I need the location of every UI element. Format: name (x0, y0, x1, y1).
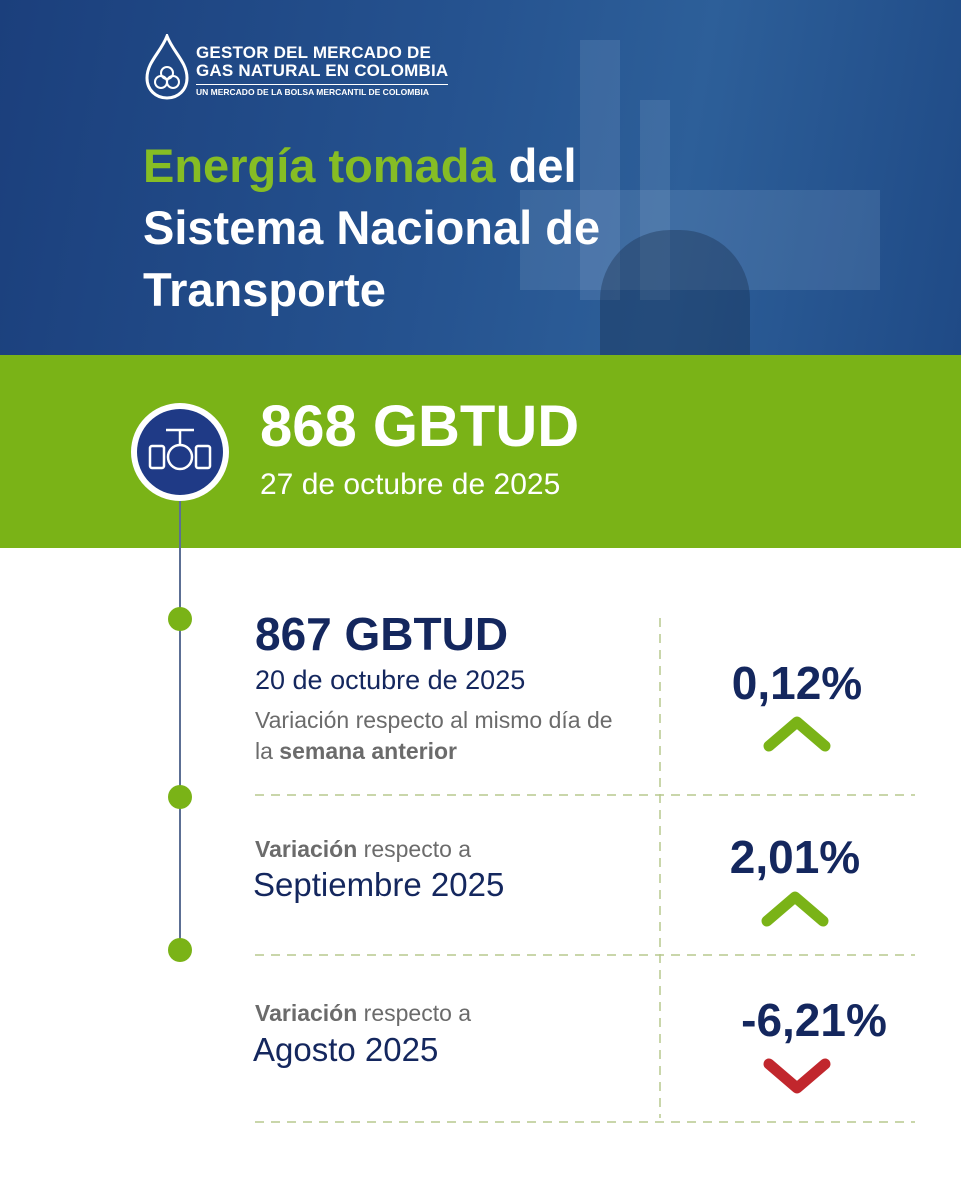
note-text: respecto a (363, 836, 472, 862)
title: Energía tomada del Sistema Nacional de T… (143, 135, 703, 321)
direction-arrow (761, 891, 829, 927)
note-bold: semana anterior (279, 738, 457, 764)
row-note: Variación respecto a (255, 836, 471, 863)
logo-text: GESTOR DEL MERCADO DE GAS NATURAL EN COL… (196, 43, 449, 97)
title-highlight: Energía tomada (143, 139, 496, 192)
logo-line: GAS NATURAL EN COLOMBIA (196, 61, 449, 80)
title-rest: del Sistema Nacional de Transporte (143, 139, 601, 316)
chevron (763, 716, 831, 752)
chevron (763, 1058, 831, 1094)
note-bold: Variación (255, 1000, 358, 1026)
percent: -6,21% (741, 994, 887, 1046)
percent: 0,12% (731, 657, 863, 709)
row-period: Septiembre 2025 (253, 866, 505, 903)
headline-date: 27 de octubre de 2025 (260, 468, 561, 501)
logo-icon (145, 34, 189, 100)
logo-tagline: UN MERCADO DE LA BOLSA MERCANTIL DE COLO… (196, 84, 449, 97)
row-period: Agosto 2025 (253, 1031, 439, 1068)
row-note: Variación respecto a (255, 1000, 471, 1027)
note-bold: Variación (255, 836, 358, 862)
note-text: respecto a (363, 1000, 472, 1026)
row-value: 867 GBTUD (255, 608, 509, 660)
chevron (761, 891, 829, 927)
logo-line: GESTOR DEL MERCADO DE (196, 43, 431, 62)
row-note: Variación respecto al mismo día de la se… (255, 705, 625, 767)
direction-arrow (763, 1058, 831, 1094)
percent: 2,01% (729, 831, 861, 883)
headline-value: 868 GBTUD (260, 394, 580, 459)
direction-arrow (763, 716, 831, 752)
header: GESTOR DEL MERCADO DE GAS NATURAL EN COL… (0, 0, 961, 355)
note-text: Variación respecto al mismo día de la (255, 707, 613, 764)
row-date: 20 de octubre de 2025 (255, 665, 526, 695)
